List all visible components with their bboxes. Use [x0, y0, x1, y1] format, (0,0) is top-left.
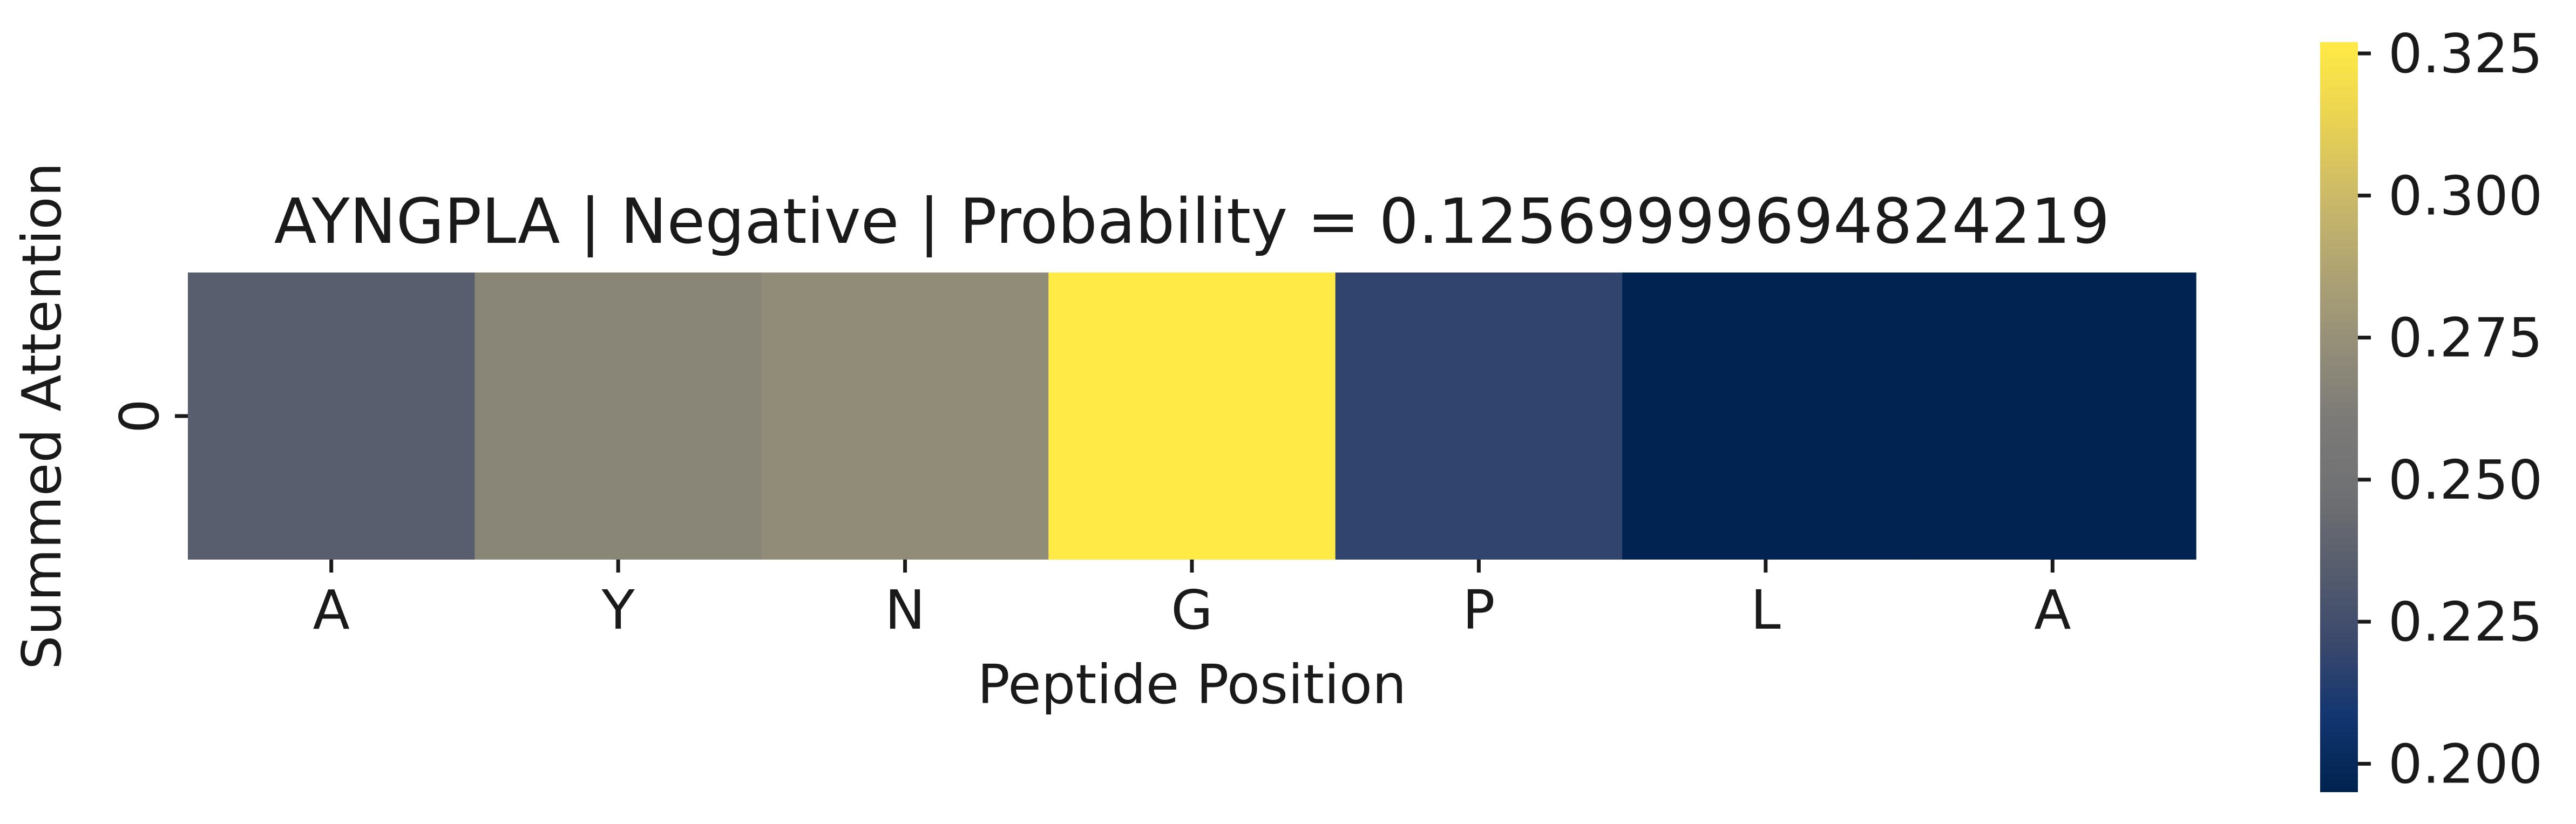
colorbar: [2320, 42, 2358, 792]
heatmap-cell: [1048, 273, 1336, 560]
heatmap-cell: [1909, 273, 2197, 560]
colorbar-tick-label: 0.200: [2388, 732, 2543, 795]
colorbar-tick-label: 0.325: [2388, 22, 2543, 85]
x-tick-label: P: [1462, 578, 1495, 642]
heatmap-cell: [761, 273, 1049, 560]
heatmap-cells: [188, 273, 2197, 560]
x-tick-label: N: [885, 578, 925, 642]
colorbar-tick-label: 0.300: [2388, 164, 2543, 227]
x-tick-label: A: [313, 578, 350, 642]
heatmap-cell: [474, 273, 762, 560]
chart-title: AYNGPLA | Negative | Probability = 0.125…: [274, 186, 2110, 258]
colorbar-tick-label: 0.250: [2388, 448, 2543, 512]
colorbar-tick-label: 0.225: [2388, 590, 2543, 653]
x-tick-label: L: [1751, 578, 1781, 642]
y-tick-label: 0: [108, 399, 171, 433]
heatmap-cell: [188, 273, 476, 560]
colorbar-ticks: 0.200 0.225 0.250 0.275 0.300 0.325: [2358, 22, 2543, 795]
x-tick-label: A: [2034, 578, 2071, 642]
heatmap-cell: [1622, 273, 1910, 560]
x-tick-label: Y: [601, 578, 635, 642]
x-axis-label: Peptide Position: [978, 653, 1407, 716]
y-axis-label: Summed Attention: [10, 162, 73, 670]
x-tick-label: G: [1171, 578, 1213, 642]
colorbar-tick-label: 0.275: [2388, 307, 2543, 370]
heatmap-cell: [1335, 273, 1623, 560]
y-axis-ticks: 0: [108, 399, 188, 433]
